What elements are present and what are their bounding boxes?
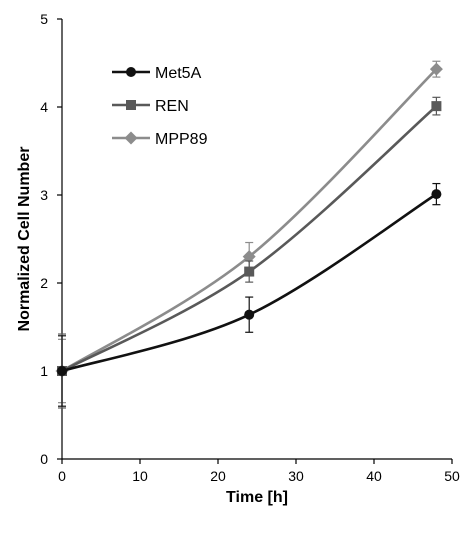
- series-met5a: [57, 182, 442, 407]
- x-tick-label: 40: [366, 468, 382, 484]
- data-point: [244, 266, 255, 277]
- legend-item-mpp89: MPP89: [112, 131, 208, 148]
- legend-item-ren: REN: [112, 98, 189, 115]
- series-mpp89: [55, 60, 443, 404]
- y-tick-label: 3: [40, 187, 48, 203]
- legend: Met5A REN MPP89: [112, 65, 208, 148]
- legend-label: MPP89: [155, 131, 208, 148]
- legend-label: REN: [155, 98, 189, 115]
- y-axis-ticks: 0 1 2 3 4 5: [40, 11, 62, 467]
- legend-marker: [126, 100, 136, 110]
- x-tick-label: 50: [444, 468, 460, 484]
- x-tick-label: 30: [288, 468, 304, 484]
- x-axis-title: Time [h]: [226, 489, 288, 506]
- y-tick-label: 5: [40, 11, 48, 27]
- series-layer: [55, 60, 443, 409]
- x-tick-label: 10: [132, 468, 148, 484]
- x-tick-label: 0: [58, 468, 66, 484]
- data-point: [431, 189, 442, 200]
- y-axis-title: Normalized Cell Number: [16, 147, 33, 332]
- data-point: [57, 366, 67, 376]
- data-point: [242, 250, 256, 264]
- y-tick-label: 4: [40, 99, 48, 115]
- data-point: [429, 62, 443, 76]
- data-point: [244, 309, 255, 320]
- legend-label: Met5A: [155, 65, 202, 82]
- axes: [61, 19, 452, 460]
- y-tick-label: 0: [40, 451, 48, 467]
- y-tick-label: 2: [40, 275, 48, 291]
- data-point: [431, 101, 442, 112]
- legend-marker: [124, 131, 138, 145]
- legend-item-met5a: Met5A: [112, 65, 202, 82]
- y-tick-label: 1: [40, 363, 48, 379]
- x-axis-ticks: 0 10 20 30 40 50: [58, 459, 460, 484]
- legend-marker: [126, 67, 136, 77]
- x-tick-label: 20: [210, 468, 226, 484]
